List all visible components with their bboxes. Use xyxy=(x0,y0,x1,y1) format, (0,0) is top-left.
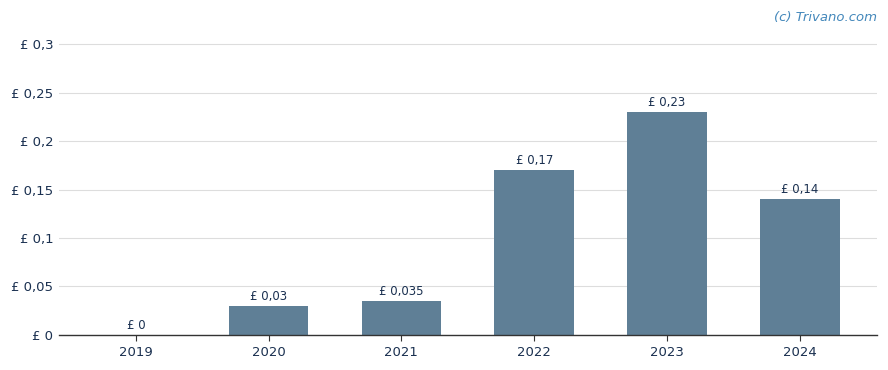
Bar xyxy=(229,306,308,335)
Text: £ 0,035: £ 0,035 xyxy=(379,285,424,298)
Text: £ 0: £ 0 xyxy=(126,319,145,332)
Text: £ 0,23: £ 0,23 xyxy=(648,96,686,109)
Bar xyxy=(760,199,840,335)
Text: £ 0,14: £ 0,14 xyxy=(781,183,819,196)
Text: £ 0,17: £ 0,17 xyxy=(516,154,553,167)
Text: £ 0,03: £ 0,03 xyxy=(250,290,287,303)
Bar xyxy=(627,112,707,335)
Text: (c) Trivano.com: (c) Trivano.com xyxy=(773,11,876,24)
Bar xyxy=(495,170,574,335)
Bar xyxy=(361,301,441,335)
